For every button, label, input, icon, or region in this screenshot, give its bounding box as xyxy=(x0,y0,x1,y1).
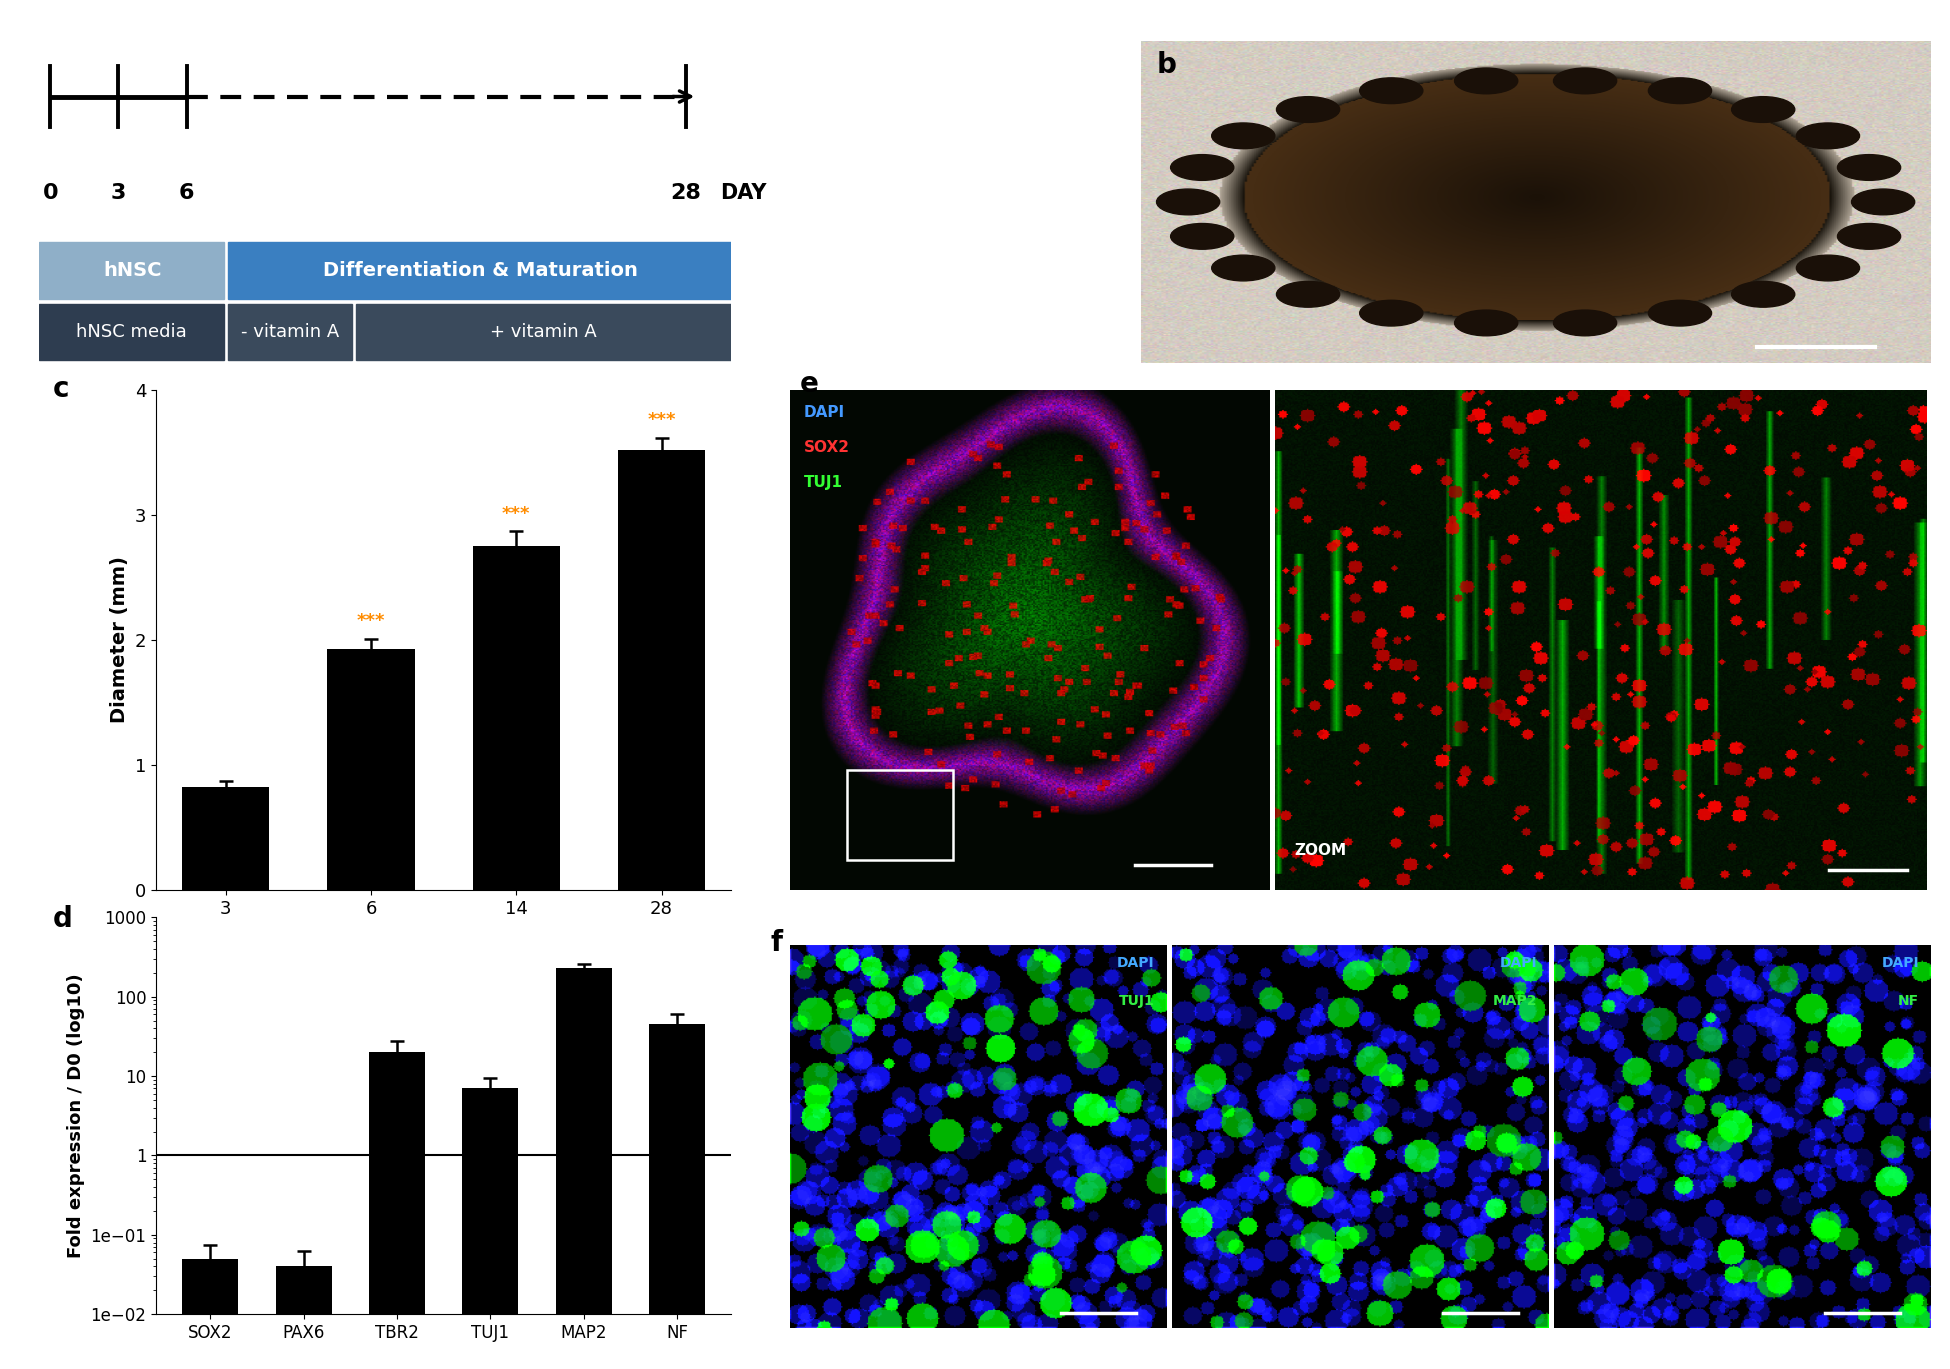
Text: 3: 3 xyxy=(111,183,127,203)
Y-axis label: Fold expression / D0 (log10): Fold expression / D0 (log10) xyxy=(66,973,86,1258)
Text: hNSC: hNSC xyxy=(103,261,162,279)
Bar xyxy=(328,649,415,890)
Circle shape xyxy=(1211,255,1275,281)
X-axis label: Days of differentiation: Days of differentiation xyxy=(320,923,567,942)
Text: ***: *** xyxy=(357,612,386,630)
Circle shape xyxy=(1796,123,1860,149)
Circle shape xyxy=(1732,282,1794,307)
Circle shape xyxy=(1359,78,1424,104)
Bar xyxy=(369,1053,425,1369)
Bar xyxy=(39,304,224,360)
Circle shape xyxy=(1554,68,1617,94)
Text: DAPI: DAPI xyxy=(1117,956,1154,971)
Circle shape xyxy=(1359,300,1424,326)
Bar xyxy=(556,968,612,1369)
Bar xyxy=(472,546,560,890)
Text: - vitamin A: - vitamin A xyxy=(240,323,339,341)
Bar xyxy=(228,304,351,360)
Circle shape xyxy=(1852,189,1915,215)
Circle shape xyxy=(1211,123,1275,149)
Circle shape xyxy=(1455,309,1517,335)
Text: DAPI: DAPI xyxy=(1500,956,1537,971)
Text: c: c xyxy=(53,375,68,404)
Y-axis label: Diameter (mm): Diameter (mm) xyxy=(111,557,129,723)
Circle shape xyxy=(1732,97,1794,122)
Circle shape xyxy=(1796,255,1860,281)
Bar xyxy=(462,1088,519,1369)
Text: 0: 0 xyxy=(43,183,58,203)
Text: TUJ1: TUJ1 xyxy=(803,475,842,490)
Circle shape xyxy=(1648,78,1712,104)
Circle shape xyxy=(1156,189,1221,215)
Text: hNSC media: hNSC media xyxy=(76,323,187,341)
Circle shape xyxy=(1837,155,1901,181)
Text: 6: 6 xyxy=(179,183,195,203)
Circle shape xyxy=(1277,282,1340,307)
Text: ***: *** xyxy=(501,505,530,523)
Bar xyxy=(228,242,731,298)
Bar xyxy=(618,450,706,890)
Text: b: b xyxy=(1156,51,1176,79)
Bar xyxy=(275,1266,332,1369)
Text: Differentiation & Maturation: Differentiation & Maturation xyxy=(324,261,638,279)
Text: + vitamin A: + vitamin A xyxy=(489,323,597,341)
Circle shape xyxy=(1554,309,1617,335)
Bar xyxy=(357,304,731,360)
Text: MAP2: MAP2 xyxy=(1492,994,1537,1009)
Circle shape xyxy=(1277,97,1340,122)
Text: 28: 28 xyxy=(671,183,702,203)
Bar xyxy=(181,787,269,890)
Text: e: e xyxy=(800,370,819,398)
Text: SOX2: SOX2 xyxy=(803,441,850,455)
Text: ZOOM: ZOOM xyxy=(1295,843,1345,858)
Bar xyxy=(39,242,224,298)
Text: ***: *** xyxy=(647,411,677,428)
Text: d: d xyxy=(53,905,72,934)
Circle shape xyxy=(1170,155,1234,181)
Circle shape xyxy=(1837,223,1901,249)
Bar xyxy=(649,1024,706,1369)
Text: f: f xyxy=(770,930,784,957)
Circle shape xyxy=(1648,300,1712,326)
Text: DAPI: DAPI xyxy=(1882,956,1919,971)
Text: TUJ1: TUJ1 xyxy=(1119,994,1154,1009)
Text: NF: NF xyxy=(1897,994,1919,1009)
Bar xyxy=(181,1258,238,1369)
Bar xyxy=(846,769,954,860)
Circle shape xyxy=(1455,68,1517,94)
Circle shape xyxy=(1170,223,1234,249)
Text: DAY: DAY xyxy=(720,183,766,203)
Text: DAPI: DAPI xyxy=(803,405,844,420)
